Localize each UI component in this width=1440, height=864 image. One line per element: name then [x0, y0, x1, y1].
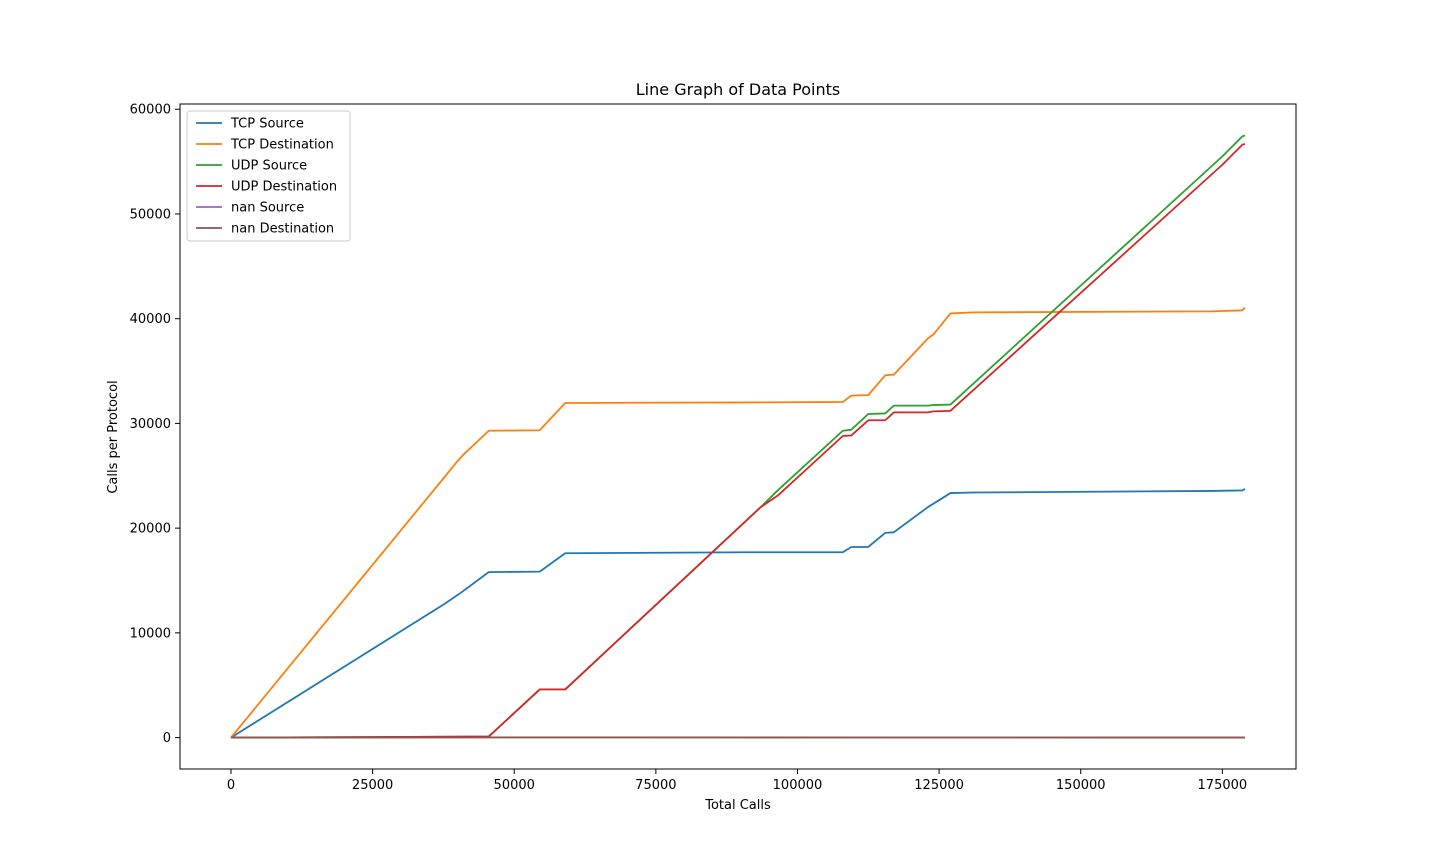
y-axis: 0 10000 20000 30000 40000 50000 60000 — [130, 103, 180, 746]
y-tick-label: 10000 — [130, 626, 171, 641]
legend-label: nan Source — [231, 201, 304, 216]
legend-label: TCP Destination — [230, 138, 334, 153]
legend-label: UDP Destination — [231, 180, 337, 195]
x-tick-label: 75000 — [635, 778, 676, 793]
x-tick-label: 25000 — [352, 778, 393, 793]
plot-area — [179, 103, 1297, 770]
y-tick-label: 50000 — [130, 207, 171, 222]
y-tick-label: 0 — [163, 731, 171, 746]
x-axis: 0 25000 50000 75000 100000 125000 150000 175000 — [227, 769, 1247, 793]
series-line-udp-source — [230, 134, 1246, 739]
legend-box — [186, 110, 351, 242]
x-tick-label: 0 — [227, 778, 235, 793]
legend-label: nan Destination — [231, 222, 334, 237]
y-tick-label: 20000 — [130, 522, 171, 537]
series-line-udp-destination — [230, 142, 1246, 739]
x-tick-label: 100000 — [773, 778, 823, 793]
x-tick-label: 125000 — [914, 778, 964, 793]
legend-label: TCP Source — [230, 117, 304, 132]
series-line-tcp-destination — [230, 307, 1246, 739]
x-tick-label: 50000 — [494, 778, 535, 793]
y-tick-label: 30000 — [130, 417, 171, 432]
legend-label: UDP Source — [231, 159, 307, 174]
y-tick-label: 60000 — [130, 103, 171, 118]
series-line-tcp-source — [230, 488, 1246, 739]
legend: TCP Source TCP Destination UDP Source UDP D… — [186, 110, 351, 242]
x-axis-title: Total Calls — [704, 798, 771, 813]
y-axis-title: Calls per Protocol — [106, 380, 121, 493]
y-tick-label: 40000 — [130, 312, 171, 327]
chart-title: Line Graph of Data Points — [636, 80, 840, 99]
x-tick-label: 175000 — [1198, 778, 1248, 793]
x-tick-label: 150000 — [1056, 778, 1106, 793]
series-lines — [230, 134, 1246, 739]
